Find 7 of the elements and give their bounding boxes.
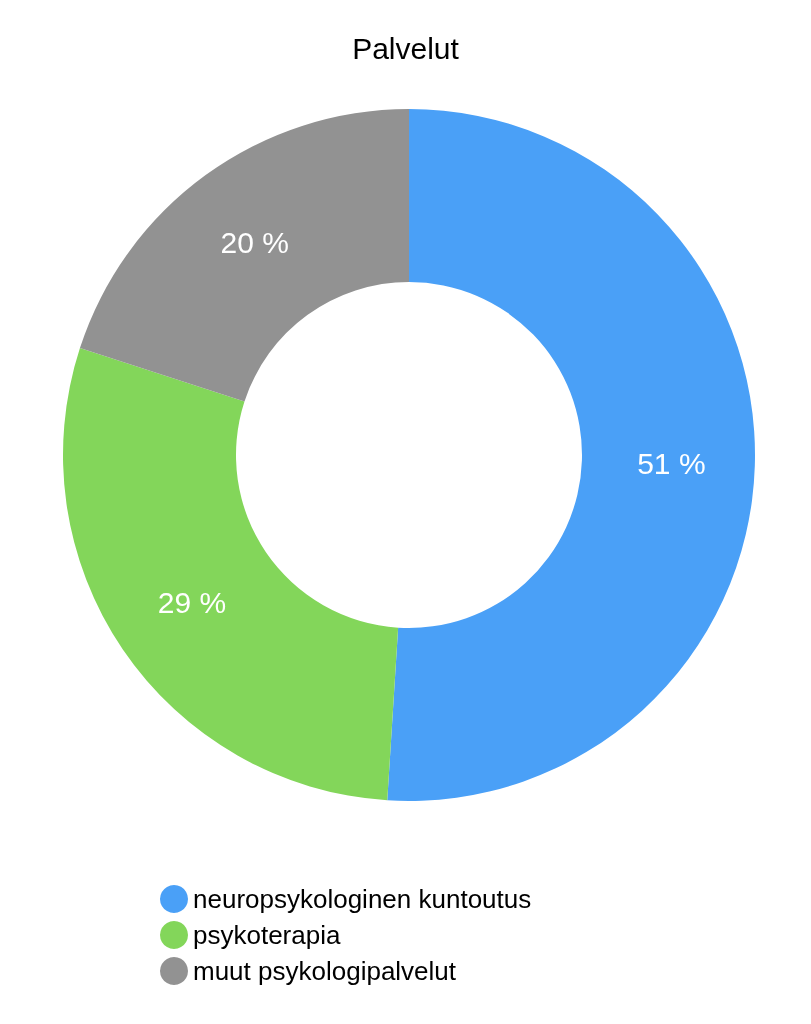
legend-label: muut psykologipalvelut	[193, 956, 457, 986]
data-label: 29 %	[157, 586, 227, 620]
data-label: 51 %	[637, 446, 706, 480]
data-label: 20 %	[220, 226, 289, 260]
chart-title: Palvelut	[352, 31, 460, 65]
legend-label: psykoterapia	[193, 920, 341, 950]
legend-label: neuropsykologinen kuntoutus	[193, 884, 532, 914]
